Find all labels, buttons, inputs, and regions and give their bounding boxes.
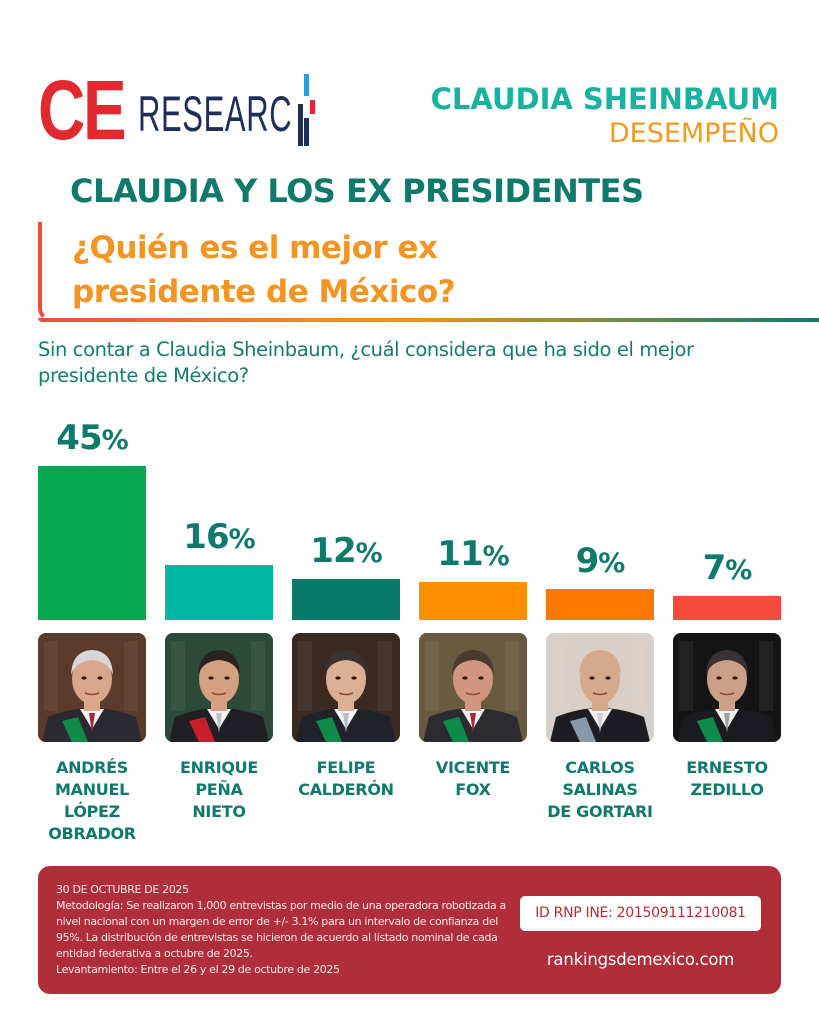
portrait-epn	[165, 633, 273, 742]
bar-value-number: 9	[575, 541, 600, 581]
bar-value-label: 12%	[292, 531, 400, 571]
candidate-name-line: ZEDILLO	[690, 780, 764, 799]
website-link[interactable]: rankingsdemexico.com	[546, 950, 735, 969]
fieldwork-text: Levantamiento: Entre el 26 y el 29 de oc…	[56, 963, 340, 976]
portrait-amlo	[38, 633, 146, 742]
candidate-name-line: NIETO	[192, 802, 246, 821]
bar-value-unit: %	[355, 538, 383, 569]
gradient-divider	[38, 318, 819, 322]
portrait-calderon	[292, 633, 400, 742]
logo-research-text: RESEARC	[138, 86, 293, 142]
bar-value-number: 12	[310, 531, 356, 571]
bar-value-number: 7	[702, 548, 727, 588]
bar-5	[546, 589, 654, 620]
candidate-name-line: FOX	[455, 780, 491, 799]
candidate-name-line: ENRIQUE	[179, 758, 259, 777]
header-subtitle: DESEMPEÑO	[608, 118, 779, 149]
candidate-name-line: DE GORTARI	[547, 802, 653, 821]
candidate-name: CARLOS SALINAS DE GORTARI	[536, 757, 664, 823]
candidate-name: FELIPE CALDERÓN	[282, 757, 410, 801]
candidate-name-line: ANDRÉS	[55, 758, 129, 777]
candidate-name-line: LÓPEZ	[64, 802, 120, 821]
bar-value-unit: %	[482, 541, 510, 572]
candidate-name-line: SALINAS	[562, 780, 638, 799]
candidate-name-line: PEÑA	[195, 780, 243, 799]
rnp-id-badge: ID RNP INE: 201509111210081	[520, 896, 761, 931]
portrait-zedillo	[673, 633, 781, 742]
question-line-1: ¿Quién es el mejor ex	[72, 230, 438, 266]
bar-2	[165, 565, 273, 620]
bar-3	[292, 579, 400, 620]
candidate-name-line: FELIPE	[316, 758, 376, 777]
candidate-name-line: CALDERÓN	[298, 780, 394, 799]
portrait-salinas	[546, 633, 654, 742]
footer-panel: 30 DE OCTUBRE DE 2025 Metodología: Se re…	[38, 866, 781, 994]
question-frame	[38, 222, 819, 322]
survey-date: 30 DE OCTUBRE DE 2025	[56, 883, 189, 896]
bar-6	[673, 596, 781, 620]
question-heading: ¿Quién es el mejor ex presidente de Méxi…	[72, 226, 456, 314]
portrait-fox	[419, 633, 527, 742]
candidate-name: ERNESTO ZEDILLO	[663, 757, 791, 801]
methodology-text: Metodología: Se realizaron 1,000 entrevi…	[56, 899, 506, 960]
methodology-block: 30 DE OCTUBRE DE 2025 Metodología: Se re…	[56, 882, 516, 978]
bar-value-label: 11%	[419, 534, 527, 574]
section-title: CLAUDIA Y LOS EX PRESIDENTES	[70, 172, 644, 210]
ce-research-logo: CE RESEARC	[38, 63, 298, 157]
bar-value-unit: %	[598, 548, 625, 579]
bar-value-number: 45	[56, 418, 102, 458]
bar-1	[38, 466, 146, 620]
bar-value-label: 9%	[546, 541, 654, 581]
logo-ce-text: CE	[38, 63, 127, 157]
bar-value-label: 7%	[673, 548, 781, 588]
candidate-name: ANDRÉS MANUEL LÓPEZ OBRADOR	[28, 757, 156, 845]
header-title: CLAUDIA SHEINBAUM	[430, 82, 779, 116]
candidate-name-line: CARLOS	[565, 758, 635, 777]
logo-bars-icon	[298, 74, 348, 146]
bar-value-unit: %	[101, 425, 129, 456]
bar-value-label: 45%	[38, 418, 146, 458]
bar-value-label: 16%	[165, 517, 273, 557]
bar-value-unit: %	[228, 524, 256, 555]
bar-value-unit: %	[725, 555, 752, 586]
bar-4	[419, 582, 527, 620]
candidate-name-line: VICENTE	[435, 758, 511, 777]
question-line-2: presidente de México?	[72, 274, 456, 310]
candidate-name: VICENTE FOX	[409, 757, 537, 801]
bar-value-number: 11	[437, 534, 483, 574]
candidate-name-line: OBRADOR	[48, 824, 136, 843]
survey-prompt: Sin contar a Claudia Sheinbaum, ¿cuál co…	[38, 338, 694, 387]
candidate-name-line: ERNESTO	[686, 758, 768, 777]
candidate-name-line: MANUEL	[54, 780, 129, 799]
bar-value-number: 16	[183, 517, 229, 557]
candidate-name: ENRIQUE PEÑA NIETO	[155, 757, 283, 823]
